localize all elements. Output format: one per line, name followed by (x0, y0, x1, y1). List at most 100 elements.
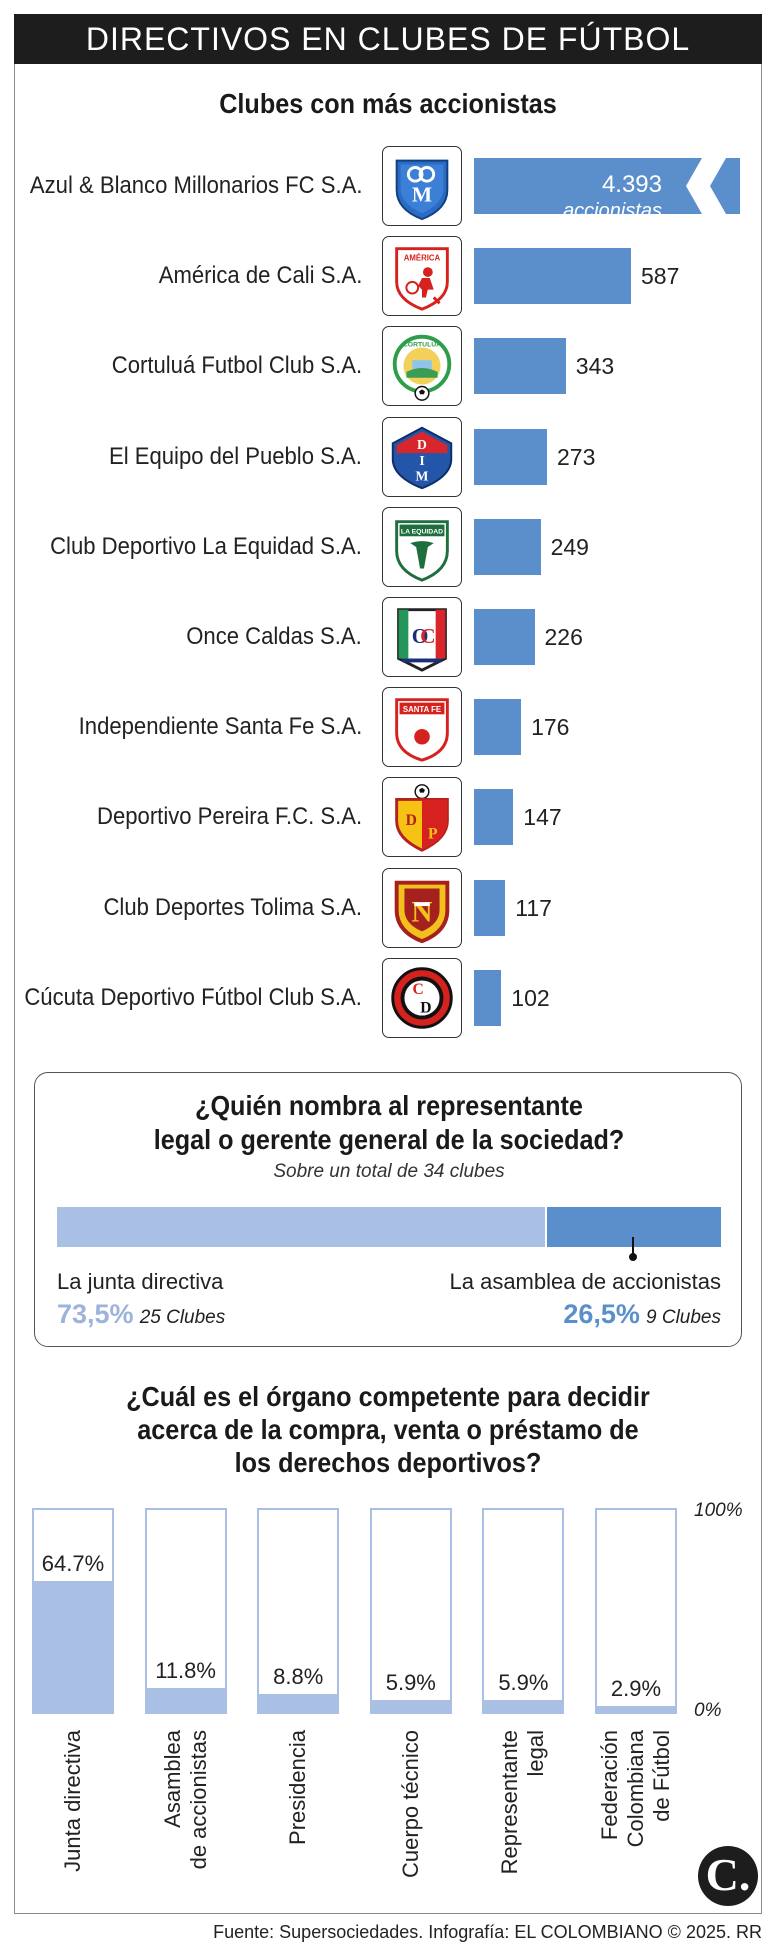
column-value-label: 8.8% (273, 1664, 324, 1690)
section2-title-line2: legal o gerente general de la sociedad? (153, 1124, 625, 1155)
club-row: Cortuluá Futbol Club S.A. CORTULUA 343 (0, 326, 776, 407)
top-bar-label: 4.393 accionistas (563, 172, 662, 224)
svg-text:CORTULUA: CORTULUA (403, 342, 441, 349)
column-box: 5.9% (369, 1508, 452, 1714)
svg-text:M: M (416, 468, 429, 483)
svg-text:D: D (406, 812, 417, 829)
club-row: América de Cali S.A. AMÉRICA 587 (0, 236, 776, 317)
el-colombiano-logo: C. (698, 1846, 758, 1906)
club-row: Deportivo Pereira F.C. S.A. D P 147 (0, 777, 776, 858)
column-bar (484, 1700, 563, 1712)
junta-label: La junta directiva (57, 1269, 224, 1294)
club-value-label: 226 (544, 624, 583, 650)
cortulua-logo: CORTULUA (382, 326, 462, 407)
category-line: de accionistas (185, 1730, 211, 1870)
club-bar (474, 428, 547, 485)
column-value-label: 5.9% (385, 1670, 436, 1696)
svg-text:LA EQUIDAD: LA EQUIDAD (401, 528, 443, 535)
club-value-label: 117 (515, 894, 552, 921)
club-name: América de Cali S.A. (158, 262, 362, 290)
category-line: Junta directiva (60, 1730, 85, 1872)
junta-clubs-count: 25 Clubes (139, 1307, 226, 1328)
club-row: Cúcuta Deportivo Fútbol Club S.A. C D 102 (0, 957, 776, 1038)
category-line: Representante (497, 1730, 523, 1875)
y-axis-max-label: 100% (694, 1500, 743, 1521)
club-bar (474, 789, 514, 846)
la-equidad-logo: LA EQUIDAD (382, 506, 462, 587)
column-category-label: Federación Colombiana de Fútbol (576, 1730, 696, 1890)
tolima-logo: N (382, 867, 462, 948)
svg-text:I: I (419, 452, 424, 467)
club-row: Independiente Santa Fe S.A. SANTA FE 176 (0, 687, 776, 768)
column-category-label: Presidencia (238, 1730, 358, 1890)
column-value-label: 64.7% (41, 1551, 105, 1577)
column-category-label: Junta directiva (13, 1730, 133, 1890)
split-bar-junta (57, 1207, 546, 1247)
asamblea-pct-value: 26,5% (563, 1299, 640, 1329)
santa-fe-logo: SANTA FE (382, 687, 462, 768)
club-bar (474, 969, 502, 1026)
column-bar (597, 1706, 675, 1712)
column-value-label: 5.9% (498, 1670, 549, 1696)
section3-title-line2: acerca de la compra, venta o préstamo de (137, 1414, 639, 1445)
column-category-label: Cuerpo técnico (351, 1730, 471, 1890)
svg-text:D: D (420, 999, 431, 1016)
section1-title: Clubes con más accionistas (219, 88, 557, 119)
asamblea-clubs-count: 9 Clubes (646, 1307, 721, 1328)
club-row: Azul & Blanco Millonarios FC S.A. M 4.393… (0, 146, 776, 226)
svg-text:N: N (411, 896, 432, 928)
asamblea-percentage: 26,5% 9 Clubes (563, 1299, 721, 1330)
svg-text:AMÉRICA: AMÉRICA (404, 254, 441, 263)
category-line: Asamblea (159, 1730, 185, 1828)
junta-percentage: 73,5% 25 Clubes (57, 1299, 225, 1330)
club-name: Cortuluá Futbol Club S.A. (111, 352, 362, 380)
club-name: Cúcuta Deportivo Fútbol Club S.A. (24, 983, 362, 1011)
svg-text:D: D (417, 437, 427, 452)
section3-title-line3: los derechos deportivos? (234, 1447, 542, 1478)
svg-text:O: O (412, 624, 429, 648)
banner-title: DIRECTIVOS EN CLUBES DE FÚTBOL (14, 14, 762, 64)
axis-break-icon (686, 158, 726, 214)
top-bar-value: 4.393 (601, 171, 662, 198)
club-name: Club Deportes Tolima S.A. (103, 893, 362, 921)
source-credit: Fuente: Supersociedades. Infografía: EL … (213, 1922, 762, 1942)
column-box: 2.9% (595, 1508, 677, 1714)
club-name: Once Caldas S.A. (186, 623, 362, 650)
section2-subtitle: Sobre un total de 34 clubes (273, 1161, 505, 1182)
top-bar-unit: accionistas (563, 200, 662, 222)
club-name: El Equipo del Pueblo S.A. (109, 442, 362, 470)
svg-text:C: C (412, 981, 423, 998)
club-bar (474, 609, 535, 665)
club-name: Azul & Blanco Millonarios FC S.A. (29, 172, 362, 199)
club-row: El Equipo del Pueblo S.A. D I M 273 (0, 416, 776, 497)
junta-pct-value: 73,5% (57, 1299, 134, 1329)
club-row: Club Deportes Tolima S.A. N 117 (0, 867, 776, 948)
asamblea-label: La asamblea de accionistas (449, 1269, 722, 1294)
representative-question-box: ¿Quién nombra al representante legal o g… (34, 1072, 742, 1347)
america-logo: AMÉRICA (382, 236, 462, 317)
column-bar (146, 1688, 225, 1712)
club-name: Deportivo Pereira F.C. S.A. (96, 803, 362, 831)
svg-text:C: C (420, 624, 435, 648)
pointer-marker (629, 1237, 638, 1261)
column-value-label: 11.8% (155, 1658, 216, 1684)
column-bar (371, 1700, 450, 1712)
club-value-label: 273 (557, 443, 596, 470)
svg-text:SANTA FE: SANTA FE (403, 705, 441, 714)
section3-title-line1: ¿Cuál es el órgano competente para decid… (126, 1381, 650, 1412)
club-row: Once Caldas S.A. O C 226 (0, 597, 776, 677)
club-value-label: 587 (641, 263, 680, 290)
club-row: Club Deportivo La Equidad S.A. LA EQUIDAD… (0, 506, 776, 587)
club-value-label: 343 (575, 353, 615, 380)
category-line: Cuerpo técnico (397, 1730, 423, 1878)
millonarios-logo: M (382, 146, 462, 226)
category-line: legal (523, 1730, 549, 1777)
club-bar (474, 879, 506, 936)
club-value-label: 249 (550, 533, 589, 560)
column-value-label: 2.9% (610, 1676, 662, 1702)
column-bar (259, 1694, 338, 1712)
